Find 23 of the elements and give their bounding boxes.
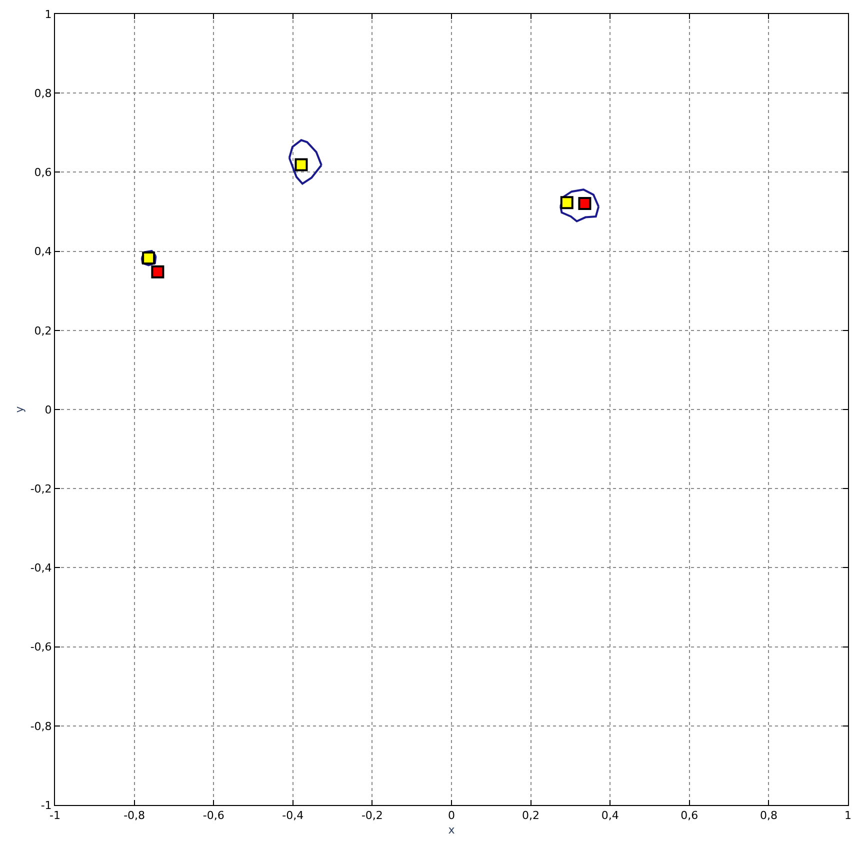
x-tick-label: 0,8 [760, 809, 778, 822]
y-tick-label: -1 [40, 798, 52, 812]
y-tick-label: 1 [44, 8, 52, 21]
y-tick-label: 0 [44, 403, 52, 416]
y-axis-title: y [12, 406, 26, 413]
x-tick-label: -0,4 [282, 809, 304, 822]
x-tick-label: 1 [844, 809, 852, 822]
y-tick-label: -0,8 [30, 720, 52, 733]
y-tick-label: 0,4 [34, 245, 52, 258]
y-tick-label: -0,6 [30, 640, 52, 654]
y-tick-label: 0,8 [34, 86, 52, 100]
x-tick-label: -0,2 [361, 809, 383, 822]
x-axis-title: x [448, 823, 456, 836]
x-tick-label: 0,6 [680, 809, 698, 822]
y-tick-label: -0,2 [30, 482, 52, 496]
x-tick-label: -0,8 [124, 809, 146, 822]
x-tick-label: 0,2 [522, 809, 540, 822]
y-tick-label: 0,6 [34, 166, 52, 180]
y-tick-label: -0,4 [30, 562, 52, 575]
x-tick-label: 0 [448, 809, 455, 822]
x-tick-label: -0,6 [202, 809, 224, 822]
y-tick-label: 0,2 [34, 324, 52, 338]
x-tick-label: 0,4 [601, 809, 619, 822]
